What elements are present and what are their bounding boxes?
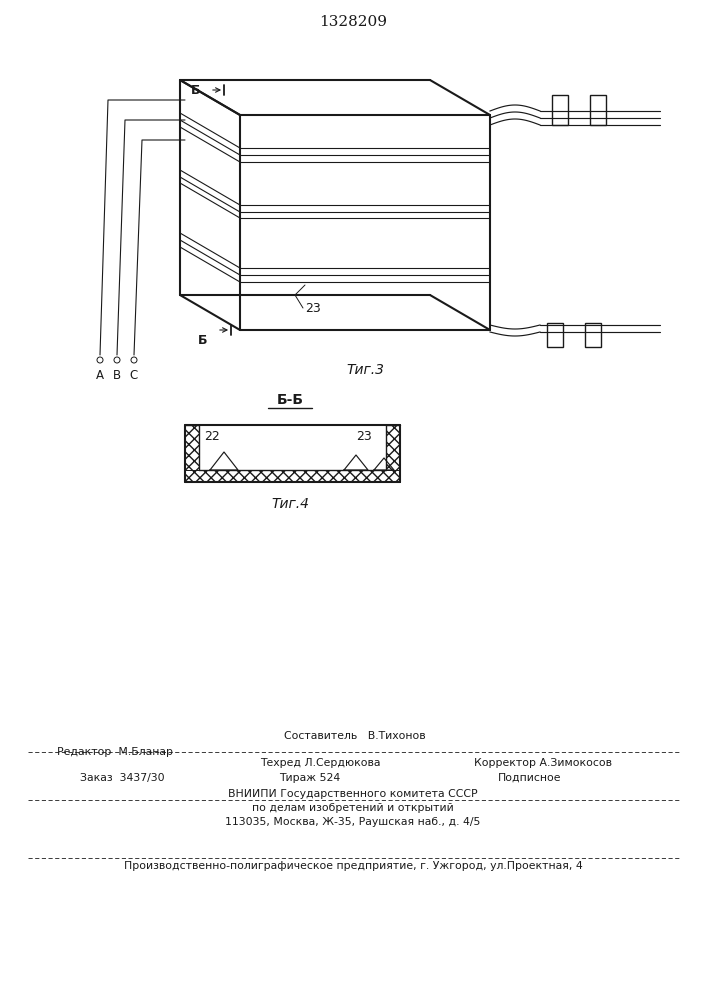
Text: Б: Б bbox=[197, 334, 207, 347]
Text: ВНИИПИ Государственного комитета СССР: ВНИИПИ Государственного комитета СССР bbox=[228, 789, 478, 799]
Text: Тираж 524: Тираж 524 bbox=[279, 773, 341, 783]
Bar bbox=[547, 323, 563, 347]
Text: Корректор А.Зимокосов: Корректор А.Зимокосов bbox=[474, 758, 612, 768]
Text: Составитель   В.Тихонов: Составитель В.Тихонов bbox=[284, 731, 426, 741]
Text: 22: 22 bbox=[204, 430, 220, 443]
Text: Б-Б: Б-Б bbox=[276, 393, 303, 407]
Text: Производственно-полиграфическое предприятие, г. Ужгород, ул.Проектная, 4: Производственно-полиграфическое предприя… bbox=[124, 861, 583, 871]
Bar bbox=[386, 425, 400, 470]
Text: B: B bbox=[113, 369, 121, 382]
Text: Б: Б bbox=[190, 84, 200, 97]
Bar bbox=[585, 323, 601, 347]
Bar bbox=[185, 470, 400, 482]
Text: C: C bbox=[130, 369, 138, 382]
Text: Τиг.4: Τиг.4 bbox=[271, 497, 309, 511]
Text: 23: 23 bbox=[305, 302, 321, 314]
Text: 23: 23 bbox=[356, 430, 372, 443]
Text: Подписное: Подписное bbox=[498, 773, 562, 783]
Bar bbox=[590, 95, 606, 125]
Bar bbox=[185, 425, 199, 470]
Text: Техред Л.Сердюкова: Техред Л.Сердюкова bbox=[259, 758, 380, 768]
Text: 1328209: 1328209 bbox=[319, 15, 387, 29]
Bar bbox=[552, 95, 568, 125]
Text: Редактор  М.Бланар: Редактор М.Бланар bbox=[57, 747, 173, 757]
Text: 113035, Москва, Ж-35, Раушская наб., д. 4/5: 113035, Москва, Ж-35, Раушская наб., д. … bbox=[226, 817, 481, 827]
Text: A: A bbox=[96, 369, 104, 382]
Text: по делам изобретений и открытий: по делам изобретений и открытий bbox=[252, 803, 454, 813]
Text: Τиг.3: Τиг.3 bbox=[346, 363, 384, 377]
Text: Заказ  3437/30: Заказ 3437/30 bbox=[80, 773, 165, 783]
